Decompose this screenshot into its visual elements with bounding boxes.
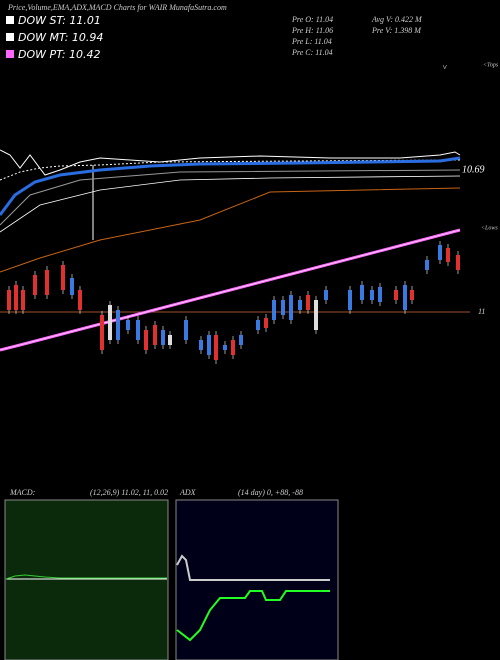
stat: Pre H: 11.06 — [291, 26, 333, 35]
adx-label: ADX — [179, 488, 197, 497]
candle-body — [306, 295, 310, 310]
candle-body — [425, 260, 429, 270]
annotation: 10.69 — [462, 164, 485, 175]
stat: Avg V: 0.422 M — [371, 15, 423, 24]
annotation: 11 — [478, 307, 485, 316]
candle-body — [324, 290, 328, 300]
chart-title: Price,Volume,EMA,ADX,MACD Charts for WAI… — [7, 3, 227, 12]
legend-entry: DOW ST: 11.01 — [18, 14, 101, 27]
candle-body — [116, 310, 120, 340]
candle-body — [231, 340, 235, 355]
candle-body — [184, 320, 188, 340]
candle-body — [61, 265, 65, 290]
legend-swatch — [6, 50, 14, 58]
price-line — [0, 149, 461, 176]
candle-body — [348, 290, 352, 310]
candle-body — [256, 320, 260, 330]
candle-body — [161, 330, 165, 345]
candle-body — [168, 335, 172, 345]
candle-body — [370, 290, 374, 300]
ema-line — [0, 169, 461, 226]
stat: Pre C: 11.04 — [291, 48, 333, 57]
candle-body — [207, 335, 211, 355]
ema-line — [0, 159, 461, 181]
ema-line — [0, 187, 461, 273]
candle-body — [214, 335, 218, 360]
candle-body — [144, 330, 148, 350]
candle-body — [403, 285, 407, 310]
candle-body — [272, 300, 276, 320]
legend-entry: DOW PT: 10.42 — [18, 48, 101, 61]
candle-body — [21, 290, 25, 310]
macd-params: (12,26,9) 11.02, 11, 0.02 — [90, 488, 168, 497]
signal-line — [5, 574, 167, 580]
macd-label: MACD: — [9, 488, 36, 497]
candle-body — [378, 287, 382, 302]
adx-params: (14 day) 0, +88, -88 — [238, 488, 303, 497]
macd-panel — [4, 499, 169, 660]
candle-body — [126, 320, 130, 330]
di-line — [176, 590, 330, 642]
ema-line — [0, 175, 461, 233]
ema-line — [0, 156, 461, 216]
trend-line — [0, 229, 461, 351]
candle-body — [70, 278, 74, 295]
candle-body — [264, 318, 268, 328]
candle-body — [360, 285, 364, 300]
candle-body — [136, 320, 140, 340]
adx-line — [176, 554, 330, 581]
candle-body — [7, 290, 11, 310]
annotation: <Lows — [481, 225, 498, 231]
candle-body — [394, 290, 398, 300]
candle-body — [281, 300, 285, 315]
legend-swatch — [6, 33, 14, 41]
candle-body — [298, 300, 302, 310]
candle-body — [33, 275, 37, 295]
tick-marker: ˅ — [442, 63, 447, 72]
stat: Pre L: 11.04 — [291, 37, 332, 46]
candle-body — [314, 300, 318, 330]
candle-body — [456, 255, 460, 270]
candle-body — [223, 345, 227, 350]
candle-body — [239, 335, 243, 345]
stat: Pre O: 11.04 — [291, 15, 333, 24]
candle-body — [446, 248, 450, 262]
candle-body — [14, 285, 18, 310]
candle-body — [410, 290, 414, 300]
stat: Pre V: 1.398 M — [371, 26, 422, 35]
candle-body — [438, 245, 442, 260]
candles — [7, 241, 460, 364]
candle-body — [199, 340, 203, 350]
candle-body — [108, 305, 112, 340]
legend-swatch — [6, 16, 14, 24]
candle-body — [100, 315, 104, 350]
annotation: <Tops — [483, 62, 499, 68]
candle-body — [45, 270, 49, 295]
candle-body — [78, 290, 82, 310]
legend-entry: DOW MT: 10.94 — [18, 31, 103, 44]
candle-body — [289, 295, 293, 320]
candle-body — [153, 325, 157, 345]
